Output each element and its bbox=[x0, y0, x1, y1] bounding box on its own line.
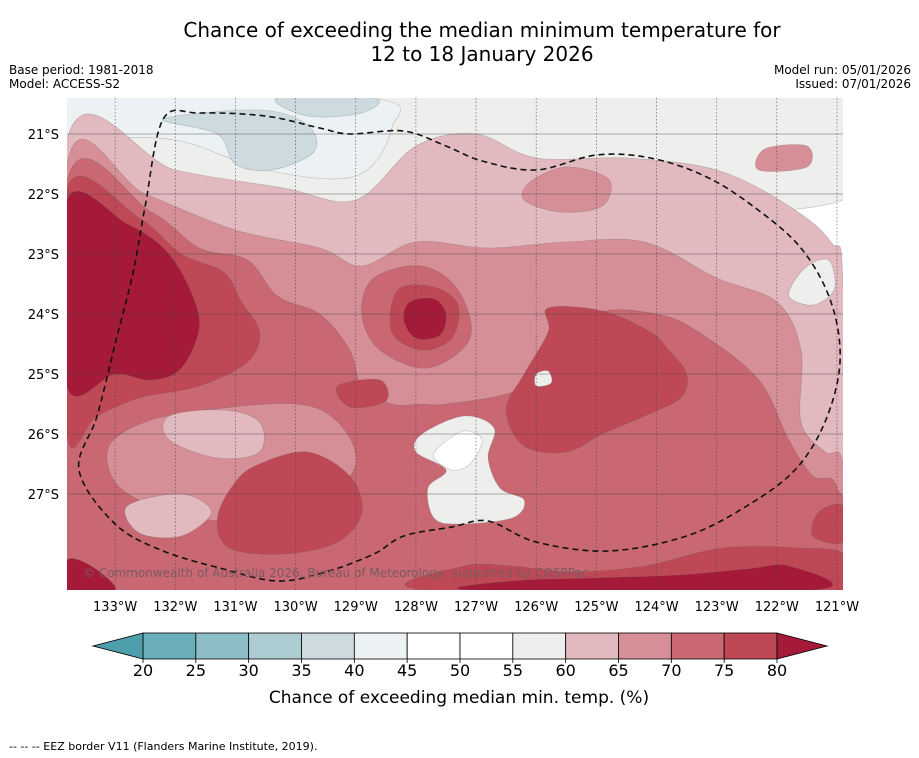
x-tick-label: 128°W bbox=[394, 600, 438, 615]
contour-region-35-40 bbox=[162, 109, 318, 172]
copyright-text: © Commonwealth of Australia 2026, Bureau… bbox=[83, 566, 588, 580]
title-line-1: Chance of exceeding the median minimum t… bbox=[183, 18, 781, 42]
x-tick-label: 132°W bbox=[153, 600, 197, 615]
contour-region-55-60 bbox=[788, 258, 836, 306]
colorbar-tick-label: 25 bbox=[186, 661, 206, 680]
colorbar-segment bbox=[195, 632, 250, 660]
colorbar-tick-label: 40 bbox=[344, 661, 364, 680]
contour-region-over bbox=[403, 297, 447, 340]
eez-footnote: -- -- -- EEZ border V11 (Flanders Marine… bbox=[9, 740, 318, 753]
chart-title: Chance of exceeding the median minimum t… bbox=[0, 18, 919, 66]
colorbar-segment bbox=[301, 632, 355, 660]
title-line-2: 12 to 18 January 2026 bbox=[370, 42, 594, 66]
colorbar-tick-label: 50 bbox=[450, 661, 470, 680]
colorbar-segment bbox=[406, 632, 461, 660]
colorbar-segment bbox=[459, 632, 514, 660]
contour-region-over bbox=[67, 558, 116, 590]
y-tick-label: 27°S bbox=[28, 488, 59, 503]
model-name: Model: ACCESS-S2 bbox=[9, 77, 121, 91]
x-tick-label: 125°W bbox=[574, 600, 618, 615]
contour-region-45-50 bbox=[432, 430, 483, 471]
contour-region-75-80 bbox=[505, 306, 688, 454]
axis-ticks: 133°W 132°W 131°W 130°W 129°W 128°W 127°W 126°W… bbox=[28, 128, 860, 615]
map-clip-group: © Commonwealth of Australia 2026, Bureau… bbox=[67, 98, 843, 590]
y-tick-label: 22°S bbox=[28, 188, 59, 203]
colorbar-segment bbox=[248, 632, 302, 660]
base-period: Base period: 1981-2018 bbox=[9, 63, 154, 77]
model-run: Model run: 05/01/2026 bbox=[773, 63, 911, 77]
x-tick-label: 126°W bbox=[514, 600, 558, 615]
contour-region-over bbox=[67, 191, 200, 397]
colorbar-tick-label: 60 bbox=[555, 661, 575, 680]
colorbar-segment bbox=[618, 632, 672, 660]
colorbar-tick-label: 35 bbox=[291, 661, 311, 680]
meta-left: Base period: 1981-2018 Model: ACCESS-S2 bbox=[9, 63, 154, 91]
x-tick-label: 122°W bbox=[755, 600, 799, 615]
contour-region-75-80 bbox=[216, 451, 363, 555]
colorbar-tick-label: 45 bbox=[397, 661, 417, 680]
y-tick-label: 25°S bbox=[28, 368, 59, 383]
colorbar-segment bbox=[142, 632, 197, 660]
colorbar-tick-label: 65 bbox=[608, 661, 628, 680]
colorbar-segment bbox=[670, 632, 725, 660]
x-tick-label: 131°W bbox=[213, 600, 257, 615]
colorbar-label: Chance of exceeding median min. temp. (%… bbox=[269, 688, 649, 708]
x-tick-label: 121°W bbox=[815, 600, 859, 615]
eez-border bbox=[77, 109, 841, 582]
contour-region-75-80 bbox=[336, 378, 389, 409]
colorbar-segment bbox=[353, 632, 408, 660]
x-tick-label: 127°W bbox=[454, 600, 498, 615]
meta-right: Model run: 05/01/2026 Issued: 07/01/2026 bbox=[774, 63, 911, 91]
y-tick-label: 24°S bbox=[28, 308, 59, 323]
contour-region-55-60 bbox=[413, 415, 526, 525]
contour-region-over bbox=[457, 564, 834, 590]
colorbar-tick-label: 30 bbox=[238, 661, 258, 680]
colorbar-over-arrow bbox=[776, 632, 829, 660]
y-tick-label: 23°S bbox=[28, 248, 59, 263]
colorbar-tick-label: 20 bbox=[133, 661, 153, 680]
colorbar-under-arrow bbox=[91, 632, 144, 660]
issued-date: Issued: 07/01/2026 bbox=[795, 77, 911, 91]
colorbar-segment bbox=[723, 632, 778, 660]
colorbar-tick-label: 80 bbox=[767, 661, 787, 680]
x-tick-label: 130°W bbox=[274, 600, 318, 615]
x-tick-label: 124°W bbox=[634, 600, 678, 615]
x-tick-label: 133°W bbox=[93, 600, 137, 615]
colorbar-tick-label: 75 bbox=[714, 661, 734, 680]
contour-region-55-60 bbox=[534, 370, 553, 387]
y-tick-label: 26°S bbox=[28, 428, 59, 443]
colorbar-tick-label: 55 bbox=[503, 661, 523, 680]
colorbar-segment bbox=[565, 632, 619, 660]
contour-region-65-70 bbox=[755, 144, 813, 172]
colorbar: 20 25 30 35 40 45 50 55 60 65 70 75 80 Chance of exce… bbox=[91, 632, 829, 708]
contour-region-65-70 bbox=[521, 166, 612, 213]
map-plot-area: © Commonwealth of Australia 2026, Bureau… bbox=[67, 98, 843, 590]
colorbar-tick-label: 70 bbox=[661, 661, 681, 680]
colorbar-segment bbox=[512, 632, 567, 660]
x-tick-label: 123°W bbox=[695, 600, 739, 615]
x-tick-label: 129°W bbox=[334, 600, 378, 615]
y-tick-label: 21°S bbox=[28, 128, 59, 143]
